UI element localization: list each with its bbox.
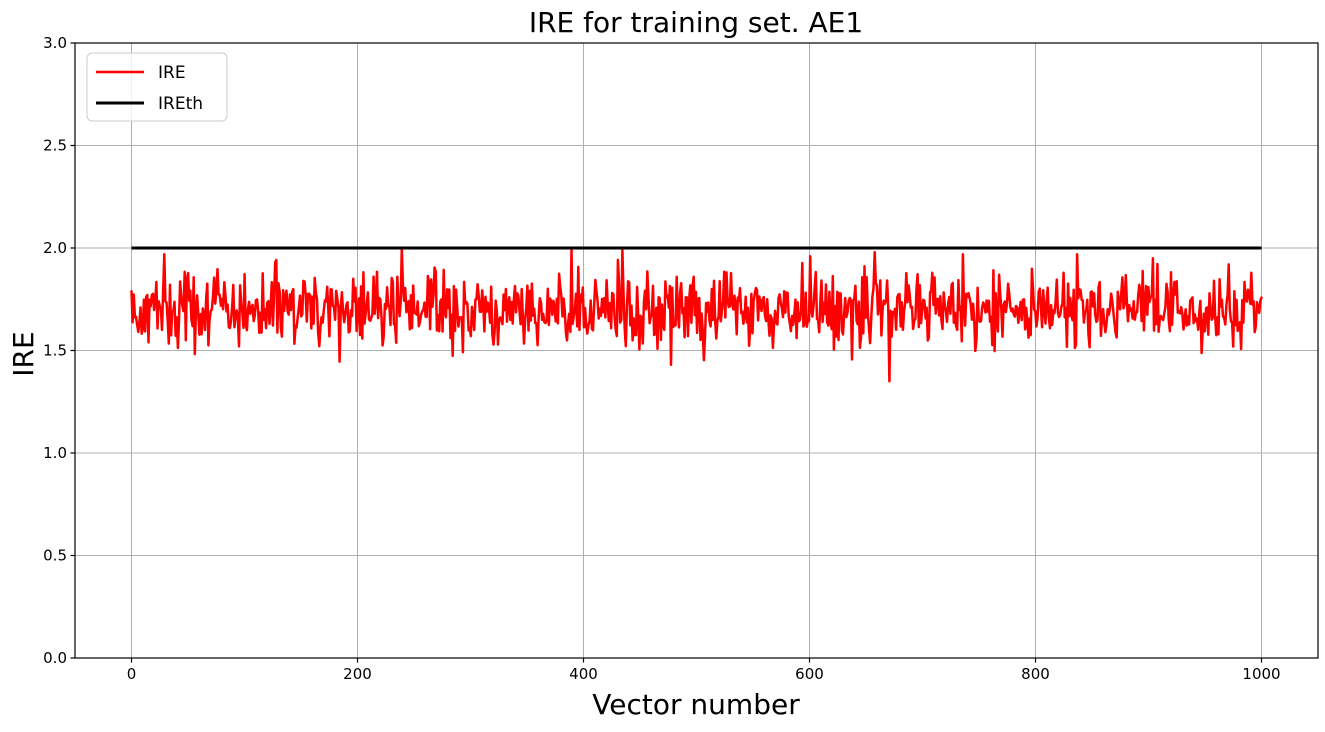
y-tick-label: 1.0 — [43, 444, 67, 462]
y-axis-label: IRE — [7, 331, 40, 376]
series-layer — [130, 246, 1263, 383]
legend: IRE IREth — [86, 52, 228, 122]
chart-title: IRE for training set. AE1 — [529, 6, 863, 39]
y-tick-label: 3.0 — [43, 34, 67, 52]
y-tick-label: 0.0 — [43, 649, 67, 667]
series-ire — [130, 246, 1263, 383]
grid-layer — [75, 42, 1318, 659]
y-tick-label: 0.5 — [43, 547, 67, 565]
ticks-layer: 0 200 400 600 800 1000 0.0 0.5 1.0 1.5 2.0 2.5 3.0 — [43, 34, 1280, 683]
x-tick-label: 800 — [1021, 665, 1050, 683]
y-tick-label: 2.5 — [43, 137, 67, 155]
x-tick-label: 600 — [795, 665, 824, 683]
legend-label-ireth: IREth — [158, 94, 203, 114]
y-tick-label: 2.0 — [43, 239, 67, 257]
x-tick-label: 1000 — [1242, 665, 1280, 683]
x-tick-label: 400 — [569, 665, 598, 683]
x-axis-label: Vector number — [592, 688, 800, 721]
x-tick-label: 200 — [343, 665, 372, 683]
legend-label-ire: IRE — [158, 63, 186, 83]
x-tick-label: 0 — [127, 665, 137, 683]
legend-box — [86, 52, 228, 122]
y-tick-label: 1.5 — [43, 342, 67, 360]
